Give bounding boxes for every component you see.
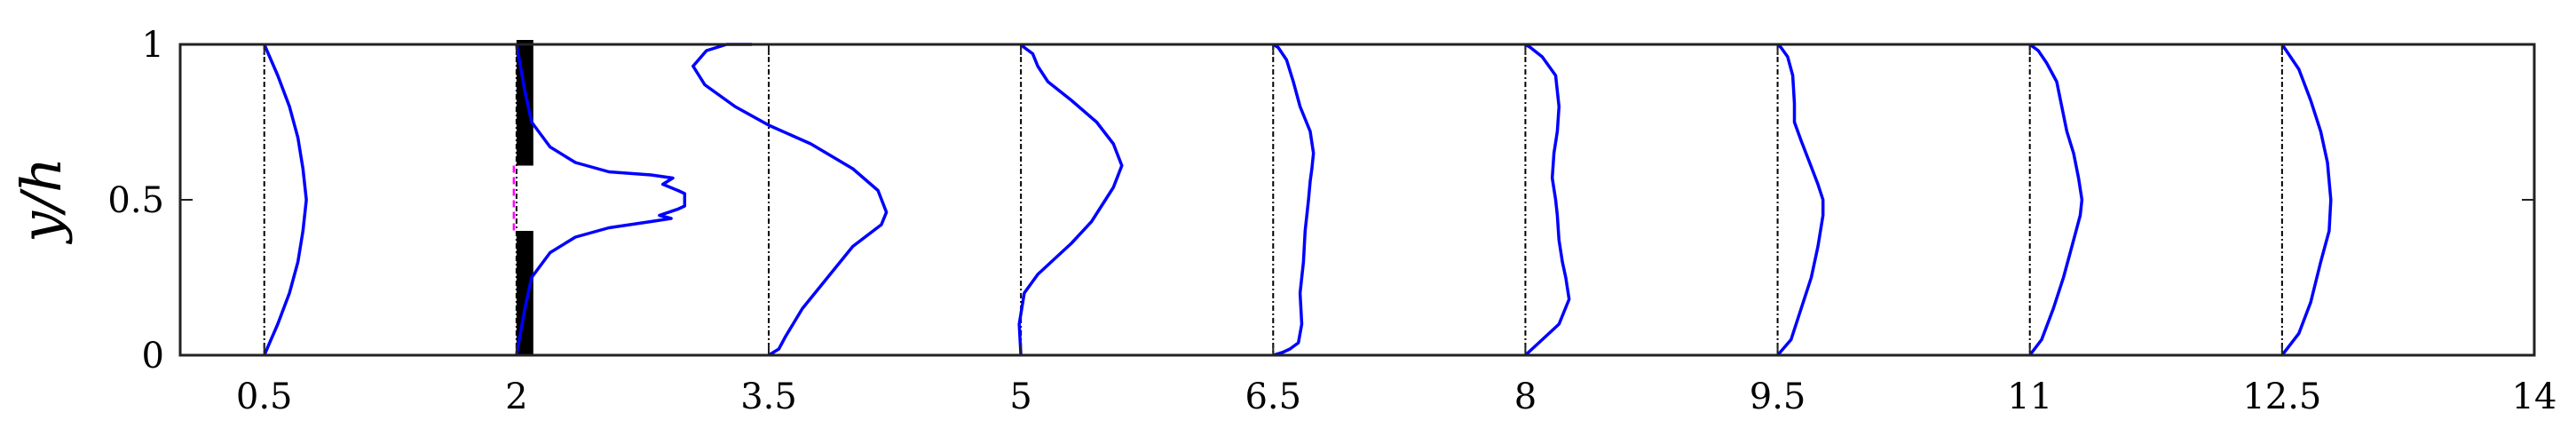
profile-curve-x-3.5 — [691, 43, 889, 357]
profile-curve-x-8 — [1524, 43, 1571, 357]
x-tick-label: 3.5 — [740, 377, 797, 417]
x-tick-label: 11 — [2007, 377, 2052, 417]
x-tick-label: 14 — [2512, 377, 2557, 417]
y-axis-title: y/h — [9, 157, 74, 245]
x-tick-label: 5 — [1009, 377, 1031, 417]
plot-area — [263, 40, 2333, 357]
x-tick-label: 9.5 — [1750, 377, 1806, 417]
profile-curve-x-9.5 — [1776, 43, 1825, 357]
x-tick-label: 2 — [505, 377, 527, 417]
y-tick-label: 0 — [142, 336, 164, 377]
profile-curve-x-5 — [1017, 43, 1124, 356]
profile-curve-x-11 — [2028, 43, 2084, 357]
profile-curve-x-12.5 — [2280, 44, 2333, 357]
profile-curve-x-0.5 — [263, 44, 308, 356]
x-tick-label: 0.5 — [236, 377, 293, 417]
tick-labels: 0.5 2 3.5 5 6.5 8 9.5 11 12.5 14 0 0.5 1 — [107, 25, 2556, 417]
profile-curve-x-2 — [515, 44, 687, 356]
x-tick-label: 12.5 — [2242, 377, 2321, 417]
plot-frame — [178, 43, 2536, 357]
y-tick-label: 0.5 — [107, 180, 164, 221]
x-tick-label: 6.5 — [1245, 377, 1301, 417]
profile-curve-x-6.5 — [1272, 43, 1316, 357]
y-tick-label: 1 — [142, 25, 164, 66]
x-tick-label: 8 — [1514, 377, 1537, 417]
